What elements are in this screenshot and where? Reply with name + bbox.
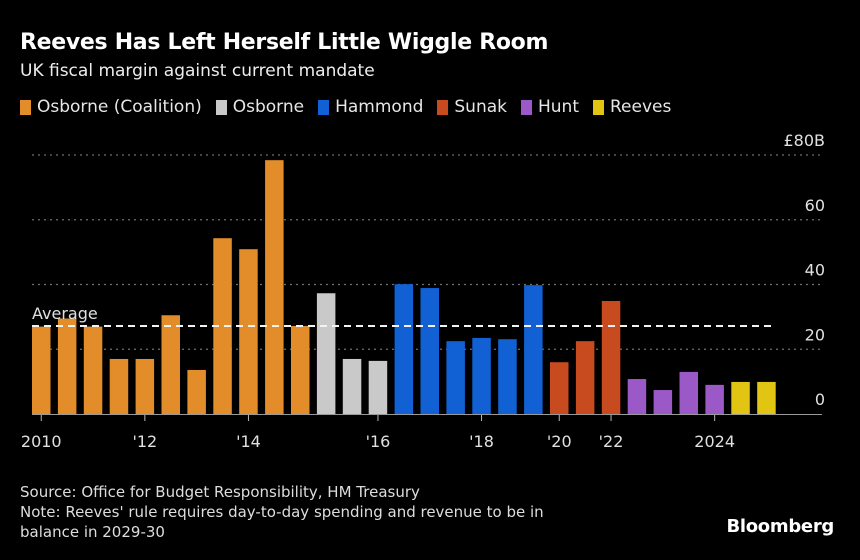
footer: Source: Office for Budget Responsibility…: [20, 482, 544, 542]
bar: [239, 249, 258, 414]
bar: [446, 341, 465, 414]
bar: [705, 384, 724, 414]
x-tick-label: '14: [236, 432, 261, 451]
x-tick-label: '12: [132, 432, 157, 451]
legend-item-osborne: Osborne: [215, 97, 305, 117]
bar: [472, 337, 491, 414]
bar: [757, 381, 776, 414]
bar: [524, 285, 543, 414]
bar: [627, 379, 647, 414]
legend: Osborne (Coalition) Osborne Hammond Suna…: [20, 97, 671, 117]
legend-label: Osborne: [232, 97, 305, 117]
bar: [368, 360, 388, 414]
note-line-2: balance in 2029-30: [20, 523, 165, 541]
y-tick-label: 40: [805, 261, 825, 280]
legend-swatch: [20, 99, 31, 115]
legend-item-osborne-coalition: Osborne (Coalition): [20, 97, 202, 117]
average-label: Average: [32, 304, 98, 323]
x-tick-label: '18: [469, 432, 494, 451]
bar: [83, 326, 103, 414]
bar: [316, 293, 336, 414]
y-tick-label: 20: [805, 325, 825, 344]
bar: [213, 238, 232, 414]
x-tick-label: '16: [366, 432, 391, 451]
axes: 0 20 40 60 £80B 2010 '12 '14 '16 '18 '20 '22 2024: [21, 131, 825, 451]
bar: [135, 358, 155, 414]
bar: [731, 381, 750, 414]
legend-swatch: [437, 99, 449, 115]
legend-item-hunt: Hunt: [521, 97, 579, 117]
bar: [265, 160, 284, 414]
bar: [187, 369, 206, 414]
x-tick-label: '20: [547, 432, 572, 451]
legend-label: Hunt: [538, 97, 579, 117]
bars: [32, 160, 776, 414]
legend-label: Hammond: [335, 97, 424, 117]
source-note: Source: Office for Budget Responsibility…: [20, 483, 420, 501]
bar: [57, 318, 77, 414]
legend-label: Sunak: [454, 97, 507, 117]
legend-swatch: [521, 99, 532, 115]
bar: [679, 371, 698, 414]
legend-swatch: [215, 99, 227, 115]
legend-item-sunak: Sunak: [437, 97, 507, 117]
bar: [420, 288, 439, 414]
bar: [109, 358, 129, 414]
bloomberg-logo: Bloomberg: [726, 516, 834, 537]
bar: [342, 358, 362, 414]
y-tick-label: 60: [805, 196, 825, 215]
bar: [575, 341, 595, 414]
bar: [498, 339, 517, 414]
legend-label: Reeves: [610, 97, 672, 117]
bar: [32, 326, 51, 414]
x-tick-label: '22: [599, 432, 624, 451]
legend-label: Osborne (Coalition): [37, 97, 202, 117]
bar: [601, 301, 621, 414]
chart-subtitle: UK fiscal margin against current mandate: [20, 61, 375, 81]
note-line-1: Note: Reeves' rule requires day-to-day s…: [20, 503, 544, 521]
average-line-group: Average: [32, 304, 776, 327]
x-tick-label: 2024: [694, 432, 735, 451]
legend-item-hammond: Hammond: [318, 97, 423, 117]
bar: [161, 315, 180, 414]
bar: [550, 362, 569, 414]
bar: [653, 390, 673, 414]
legend-swatch: [593, 99, 604, 115]
legend-swatch: [318, 99, 330, 115]
chart-title: Reeves Has Left Herself Little Wiggle Ro…: [20, 30, 549, 55]
legend-item-reeves: Reeves: [593, 97, 671, 117]
y-tick-label: 0: [815, 390, 825, 409]
bar: [394, 284, 414, 414]
y-tick-label: £80B: [783, 131, 825, 150]
x-tick-label: 2010: [21, 432, 62, 451]
bar: [291, 325, 310, 414]
